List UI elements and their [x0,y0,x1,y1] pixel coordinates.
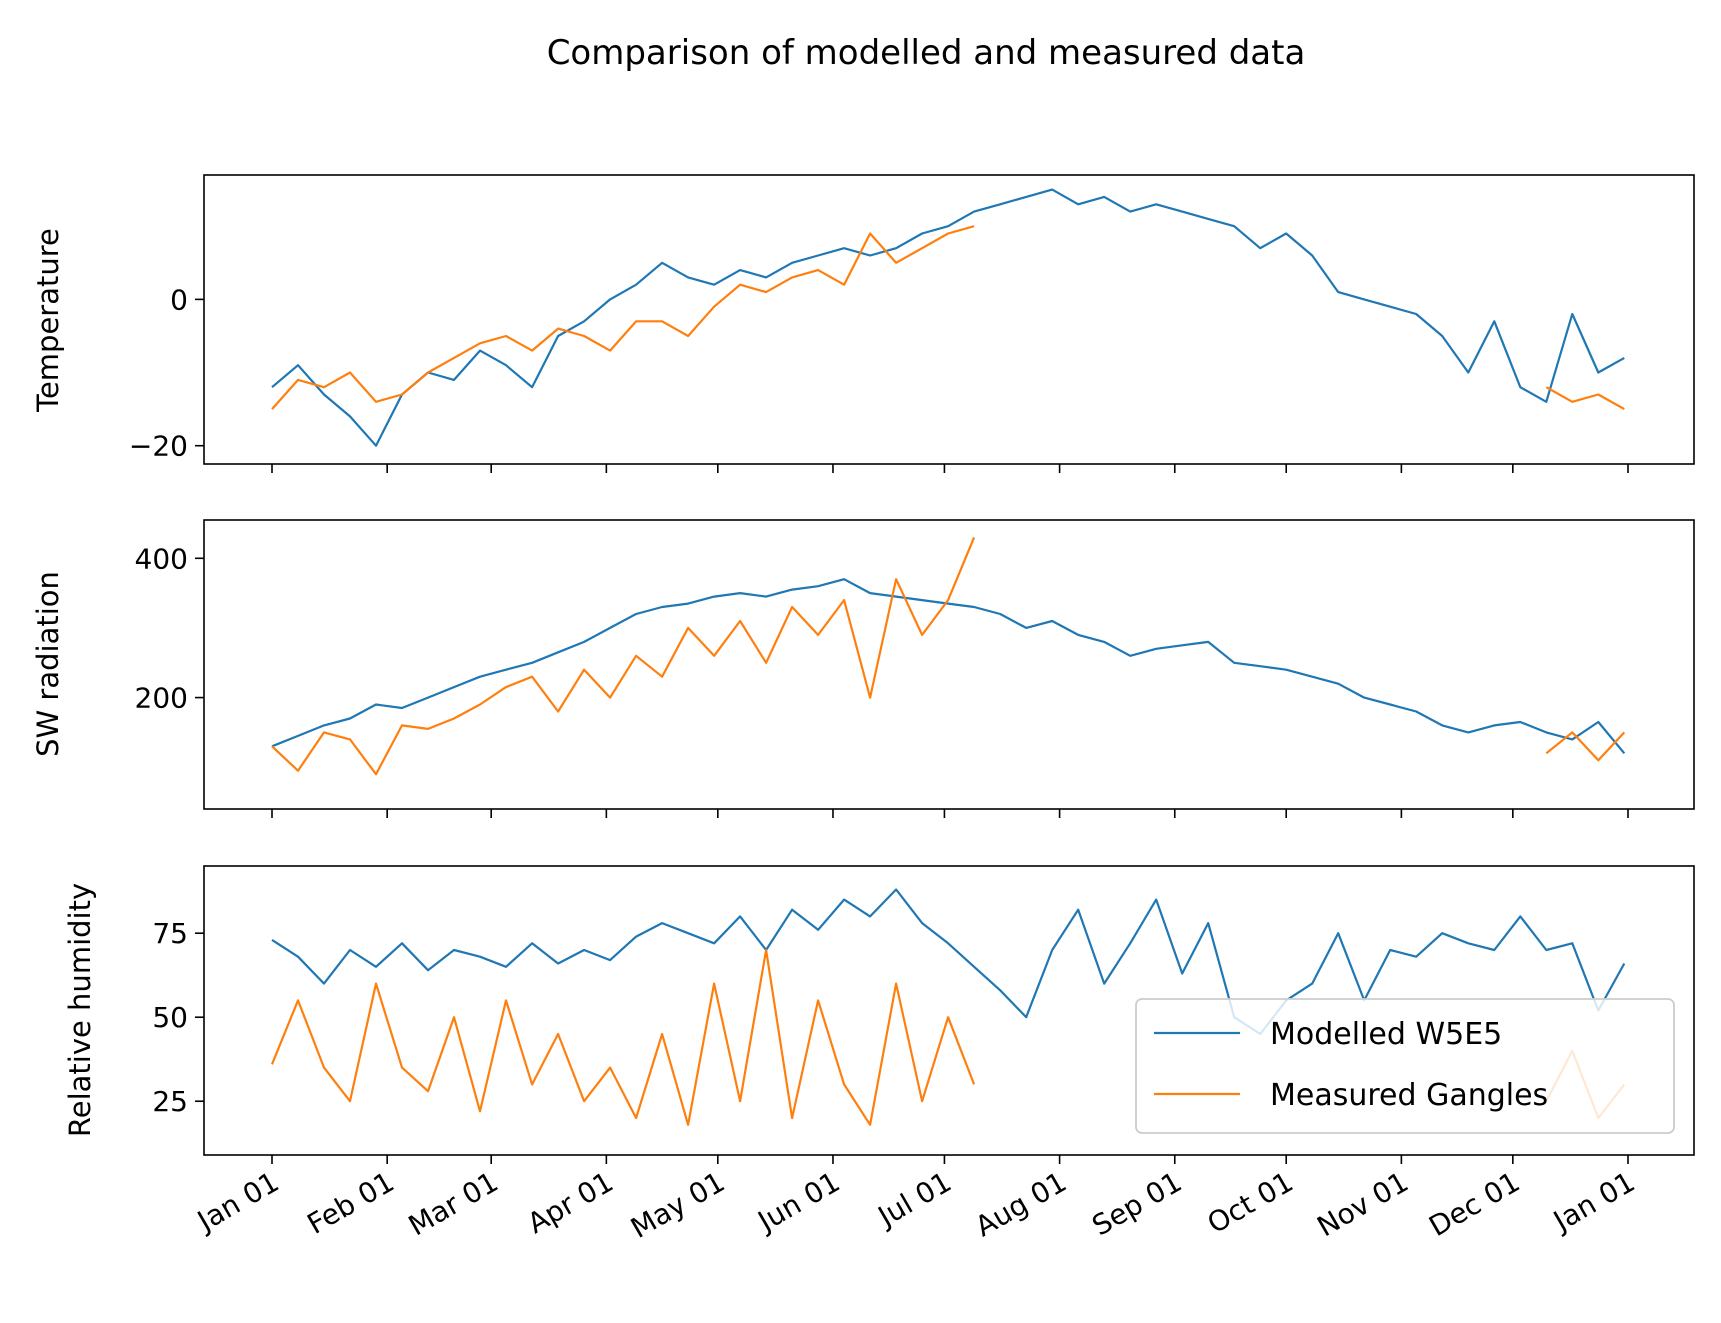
yticks-sw-radiation: 200 400 [135,542,204,715]
legend-label-measured: Measured Gangles [1270,1078,1548,1113]
panel-temperature: Temperature −20 0 [31,174,1695,473]
xticks-temperature [271,464,1629,473]
yticks-relative-humidity: 25 50 75 [152,917,204,1118]
series-line-modelled-w5e5 [271,578,1626,755]
panel-frame-sw-radiation [203,519,1695,810]
legend-label-modelled: Modelled W5E5 [1270,1017,1502,1052]
series-line-modelled-w5e5 [271,188,1625,447]
series-line-measured-gangles [271,536,1626,776]
ytick-label: 75 [152,917,188,950]
legend: Modelled W5E5 Measured Gangles [1135,998,1675,1134]
ytick-label: 50 [152,1001,188,1034]
yticks-temperature: −20 0 [129,283,204,463]
plot-area-sw-radiation [271,536,1626,776]
chart-title: Comparison of modelled and measured data [547,33,1306,73]
ytick-label: 200 [135,682,188,715]
plot-area-temperature [271,188,1625,447]
series-line-measured-gangles [271,225,1625,411]
legend-box [1135,998,1675,1134]
panel-frame-temperature [203,174,1695,465]
xticks-sw-radiation [271,809,1629,818]
ylabel-temperature: Temperature [31,228,65,413]
panel-sw-radiation: SW radiation 200 400 [31,519,1695,818]
ylabel-relative-humidity: Relative humidity [63,883,97,1137]
ytick-label: 0 [170,283,188,316]
ylabel-sw-radiation: SW radiation [31,571,65,757]
panel-frame-relative-humidity [203,865,1695,1156]
series-line-modelled-w5e5 [271,888,1626,1036]
ytick-label: 400 [135,542,188,575]
ytick-label: 25 [152,1085,188,1118]
ytick-label: −20 [129,430,188,463]
xticks-relative-humidity [271,1155,1629,1164]
